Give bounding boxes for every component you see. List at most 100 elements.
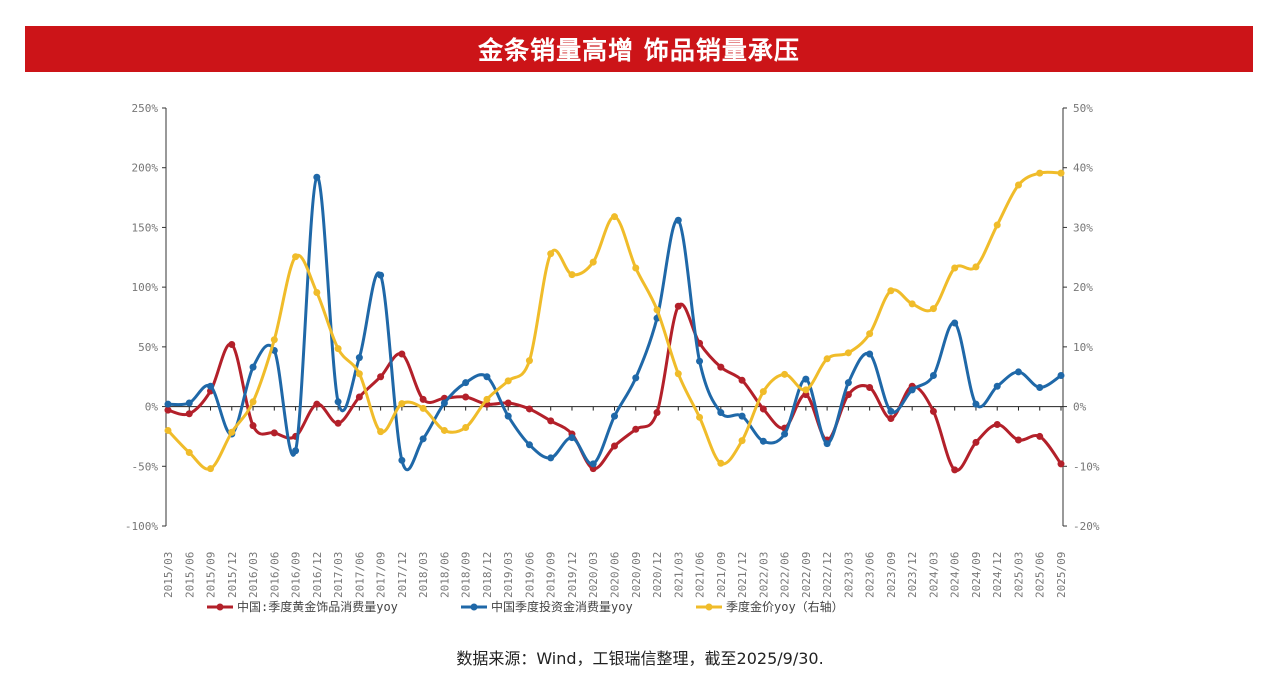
data-point [717,409,725,417]
x-tick-label: 2019/03 [502,552,515,598]
data-point [313,289,321,297]
x-tick-label: 2020/09 [630,552,643,598]
x-tick-label: 2018/12 [481,552,494,598]
x-tick-label: 2023/09 [885,552,898,598]
x-tick-label: 2018/03 [417,552,430,598]
x-tick-label: 2025/09 [1055,552,1068,598]
x-tick-label: 2015/03 [162,552,175,598]
data-point [1036,432,1044,440]
data-point [887,287,895,295]
x-tick-label: 2023/03 [842,552,855,598]
data-point [547,250,555,258]
data-point [738,437,746,445]
x-tick-label: 2025/03 [1012,552,1025,598]
data-point [292,447,300,455]
data-point [313,400,321,408]
data-point [929,407,937,415]
data-point [483,395,491,403]
data-point [759,405,767,413]
data-point [993,221,1001,229]
data-point [929,372,937,380]
source-note: 数据来源：Wind，工银瑞信整理，截至2025/9/30. [456,649,824,668]
data-point [972,263,980,271]
x-tick-label: 2016/03 [247,552,260,598]
data-point [929,305,937,313]
right-tick-label: 10% [1073,341,1093,354]
data-point [866,383,874,391]
data-point [653,306,661,314]
data-point [781,370,789,378]
x-tick-label: 2018/06 [438,552,451,598]
right-tick-label: 20% [1073,281,1093,294]
data-point [547,454,555,462]
legend-label: 中国季度投资金消费量yoy [491,599,633,614]
x-tick-label: 2022/03 [757,552,770,598]
data-point [611,213,618,221]
data-point [951,319,959,327]
x-tick-label: 2020/03 [587,552,600,598]
data-point [185,399,193,407]
data-point [674,370,682,378]
data-point [993,420,1001,428]
chart-title: 金条销量高增 饰品销量承压 [478,36,800,65]
left-tick-label: 50% [138,341,158,354]
data-point [1014,181,1022,189]
legend-swatch-marker [470,603,478,611]
x-tick-label: 2015/06 [183,552,196,598]
right-tick-label: 30% [1073,221,1093,234]
x-tick-label: 2016/12 [311,552,324,598]
left-tick-label: 200% [132,162,159,175]
data-point [164,400,172,408]
data-point [185,449,193,457]
data-point [207,465,215,473]
data-point [249,363,257,371]
data-point [887,407,895,415]
x-tick-label: 2024/03 [927,552,940,598]
data-point [781,430,789,438]
data-point [398,350,406,358]
data-point [377,428,385,436]
data-point [844,349,852,357]
data-point [611,412,618,420]
data-point [1036,383,1044,391]
data-point [759,388,767,396]
data-point [653,409,661,417]
data-point [525,357,533,365]
x-tick-label: 2021/09 [715,552,728,598]
legend-label: 季度金价yoy（右轴） [726,599,844,614]
left-tick-label: 0% [145,401,159,414]
data-point [334,398,342,406]
data-point [419,404,427,412]
data-point [568,271,576,279]
data-point [611,442,618,450]
data-point [908,300,916,308]
data-point [504,377,512,385]
data-point [249,422,257,430]
data-point [504,399,512,407]
data-point [993,382,1001,390]
data-point [185,410,193,418]
x-tick-label: 2023/12 [906,552,919,598]
data-point [1057,372,1065,380]
x-tick-label: 2024/12 [991,552,1004,598]
data-point [759,437,767,445]
data-point [504,412,512,420]
x-tick-label: 2021/06 [694,552,707,598]
data-point [632,264,640,272]
data-point [1014,436,1022,444]
x-tick-label: 2020/06 [609,552,622,598]
legend-label: 中国:季度黄金饰品消费量yoy [237,599,398,614]
right-tick-label: 50% [1073,102,1093,115]
data-point [823,355,831,363]
data-point [802,375,810,383]
data-point [823,440,831,448]
data-point [419,395,427,403]
data-point [1057,169,1065,177]
data-point [972,438,980,446]
data-point [228,340,236,348]
x-tick-label: 2017/09 [375,552,388,598]
data-point [972,400,980,408]
right-tick-label: -10% [1073,460,1100,473]
data-point [355,370,363,378]
x-tick-label: 2024/06 [949,552,962,598]
